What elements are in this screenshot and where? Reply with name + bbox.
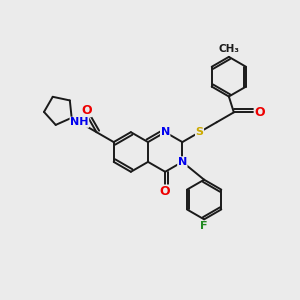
Text: S: S bbox=[196, 127, 203, 137]
Text: O: O bbox=[254, 106, 265, 119]
Text: CH₃: CH₃ bbox=[218, 44, 239, 54]
Text: NH: NH bbox=[70, 117, 88, 127]
Text: N: N bbox=[178, 157, 187, 167]
Text: F: F bbox=[200, 221, 208, 231]
Text: N: N bbox=[160, 127, 170, 137]
Text: O: O bbox=[81, 103, 92, 117]
Text: O: O bbox=[160, 185, 170, 198]
